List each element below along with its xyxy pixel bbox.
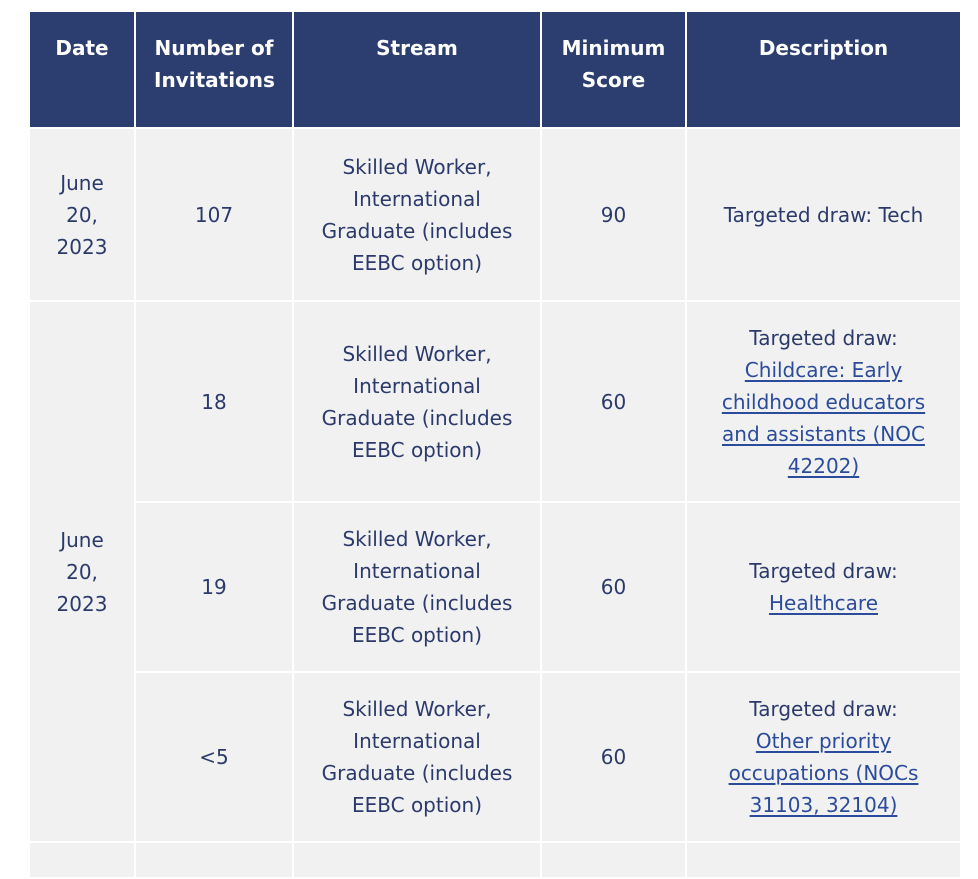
cell-invitations: 18 (134, 300, 294, 503)
cell-description (685, 841, 960, 879)
other-priority-occupations-link[interactable]: Other priority occupations (NOCs 31103, … (728, 729, 919, 817)
cell-description: Targeted draw: Other priority occupation… (685, 671, 960, 843)
cell-description: Targeted draw: Childcare: Early childhoo… (685, 300, 960, 503)
table-row: June 20, 2023 107 Skilled Worker, Intern… (30, 127, 960, 302)
draws-table: Date Number of Invitations Stream Minimu… (30, 12, 960, 879)
table-row (30, 841, 960, 879)
childcare-link[interactable]: Childcare: Early childhood educators and… (721, 357, 926, 478)
cell-stream (292, 841, 542, 879)
table-row: June 20, 2023 18 Skilled Worker, Interna… (30, 300, 960, 843)
cell-invitations: 19 (135, 501, 294, 673)
cell-description: Targeted draw: Healthcare (685, 501, 960, 673)
cell-minimum-score: 60 (540, 671, 687, 843)
cell-stream: Skilled Worker, International Graduate (… (292, 127, 542, 302)
healthcare-link[interactable]: Healthcare (768, 591, 878, 615)
cell-minimum-score: 90 (540, 127, 687, 302)
cell-minimum-score: 60 (540, 501, 687, 673)
cell-date: June 20, 2023 (30, 127, 136, 302)
header-description: Description (685, 12, 960, 129)
table-header-row: Date Number of Invitations Stream Minimu… (30, 12, 960, 129)
cell-invitations: <5 (135, 671, 294, 843)
cell-stream: Skilled Worker, International Graduate (… (292, 671, 542, 843)
cell-date: June 20, 2023 (30, 300, 136, 843)
description-text: Targeted draw: (749, 697, 898, 721)
cell-invitations (134, 841, 294, 879)
cell-minimum-score: 60 (540, 300, 687, 503)
cell-stream: Skilled Worker, International Graduate (… (292, 501, 542, 673)
header-invitations: Number of Invitations (134, 12, 294, 129)
header-stream: Stream (292, 12, 542, 129)
description-text: Targeted draw: (749, 559, 898, 583)
table-row: <5 Skilled Worker, International Graduat… (30, 671, 960, 843)
cell-minimum-score (540, 841, 687, 879)
cell-description: Targeted draw: Tech (685, 127, 960, 302)
cell-invitations: 107 (134, 127, 294, 302)
draws-table-container: Date Number of Invitations Stream Minimu… (30, 12, 960, 879)
description-text: Targeted draw: (749, 325, 898, 350)
cell-date (30, 841, 136, 879)
table-row: 19 Skilled Worker, International Graduat… (30, 501, 960, 673)
description-text: Targeted draw: Tech (723, 202, 924, 227)
cell-stream: Skilled Worker, International Graduate (… (292, 300, 542, 503)
header-minimum-score: Minimum Score (540, 12, 687, 129)
header-date: Date (30, 12, 136, 129)
